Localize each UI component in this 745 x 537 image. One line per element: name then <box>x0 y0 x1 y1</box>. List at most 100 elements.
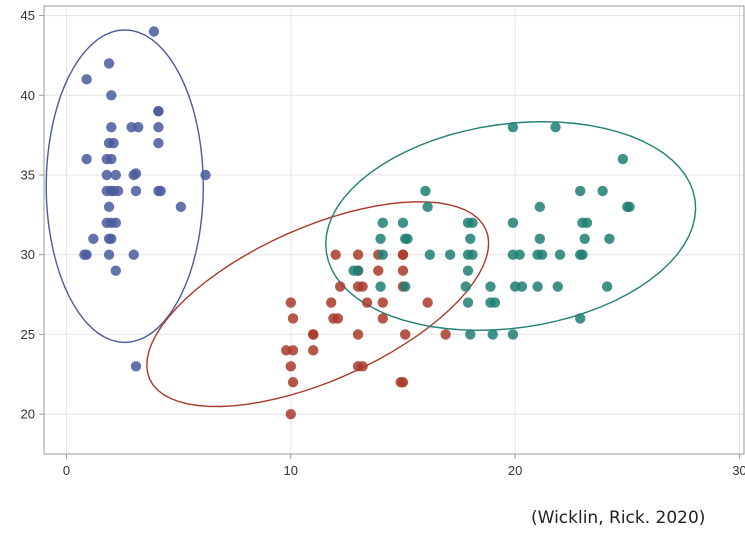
data-point <box>467 217 478 229</box>
data-point <box>462 297 474 308</box>
data-point <box>514 249 525 260</box>
data-point <box>110 169 121 181</box>
data-point <box>604 233 615 244</box>
data-point <box>400 281 411 292</box>
data-point <box>130 361 142 372</box>
data-point <box>287 345 299 356</box>
data-point <box>487 329 498 340</box>
data-point <box>352 249 364 260</box>
data-point <box>357 361 368 372</box>
confidence-ellipses <box>45 29 697 408</box>
data-point <box>148 26 160 37</box>
data-points <box>79 26 635 420</box>
confidence-ellipse <box>146 201 490 408</box>
data-point <box>88 233 99 244</box>
data-point <box>579 233 590 244</box>
data-point <box>130 185 142 197</box>
x-tick-label: 30 <box>732 463 745 478</box>
y-tick-label: 40 <box>21 88 35 103</box>
data-point <box>465 233 476 244</box>
data-point <box>440 329 451 340</box>
y-tick-label: 35 <box>21 167 35 182</box>
data-point <box>375 281 386 292</box>
data-point <box>516 281 528 292</box>
data-point <box>200 169 211 181</box>
data-point <box>467 249 478 260</box>
data-point <box>112 185 124 197</box>
data-point <box>597 185 608 197</box>
data-point <box>422 201 433 213</box>
data-point <box>103 249 115 260</box>
data-point <box>110 217 121 229</box>
data-point <box>153 121 164 133</box>
data-point <box>130 168 142 179</box>
data-point <box>617 153 629 165</box>
data-point <box>397 249 409 260</box>
data-point <box>106 90 117 101</box>
data-point <box>133 121 144 133</box>
data-point <box>377 249 388 260</box>
data-point <box>285 408 296 420</box>
data-point <box>285 297 296 308</box>
data-point <box>361 297 373 308</box>
data-point <box>352 265 364 276</box>
data-point <box>507 329 519 340</box>
y-tick-label: 25 <box>21 327 35 342</box>
data-point <box>153 137 164 149</box>
data-point <box>534 201 546 213</box>
data-point <box>507 121 519 133</box>
data-point <box>397 377 409 388</box>
data-point <box>400 329 411 340</box>
data-point <box>285 361 296 372</box>
data-point <box>420 185 431 197</box>
data-point <box>352 329 364 340</box>
y-tick-label: 20 <box>21 407 35 422</box>
data-point <box>507 217 519 229</box>
data-point <box>308 329 319 340</box>
data-point <box>128 249 139 260</box>
citation-text: (Wicklin, Rick. 2020) <box>531 508 706 528</box>
data-point <box>106 153 117 165</box>
x-tick-label: 10 <box>284 463 298 478</box>
data-point <box>489 297 501 308</box>
data-point <box>81 74 92 85</box>
data-point <box>153 106 164 117</box>
data-point <box>155 185 166 197</box>
data-point <box>554 249 566 260</box>
data-point <box>79 249 90 260</box>
data-point <box>106 121 117 133</box>
data-point <box>110 265 121 276</box>
data-point <box>81 153 92 165</box>
data-point <box>444 249 456 260</box>
confidence-ellipse <box>45 29 205 344</box>
data-point <box>330 249 341 260</box>
data-point <box>397 217 409 229</box>
data-point <box>357 281 368 292</box>
data-point <box>422 297 433 308</box>
confidence-ellipse <box>324 120 697 332</box>
data-point <box>534 233 546 244</box>
data-point <box>465 329 476 340</box>
y-tick-label: 30 <box>21 247 35 262</box>
data-point <box>377 217 388 229</box>
data-point <box>175 201 187 213</box>
data-point <box>397 265 409 276</box>
data-point <box>101 169 113 181</box>
data-point <box>575 313 586 324</box>
data-point <box>308 345 319 356</box>
data-point <box>103 58 115 69</box>
data-point <box>424 249 436 260</box>
data-point <box>287 313 299 324</box>
x-tick-label: 20 <box>508 463 522 478</box>
data-point <box>103 201 115 213</box>
data-point <box>287 377 299 388</box>
data-point <box>575 185 586 197</box>
data-point <box>552 281 563 292</box>
data-point <box>581 217 593 229</box>
data-point <box>536 249 548 260</box>
data-point <box>377 297 388 308</box>
data-point <box>332 313 344 324</box>
data-point <box>601 281 613 292</box>
x-tick-label: 0 <box>63 463 70 478</box>
data-point <box>334 281 346 292</box>
